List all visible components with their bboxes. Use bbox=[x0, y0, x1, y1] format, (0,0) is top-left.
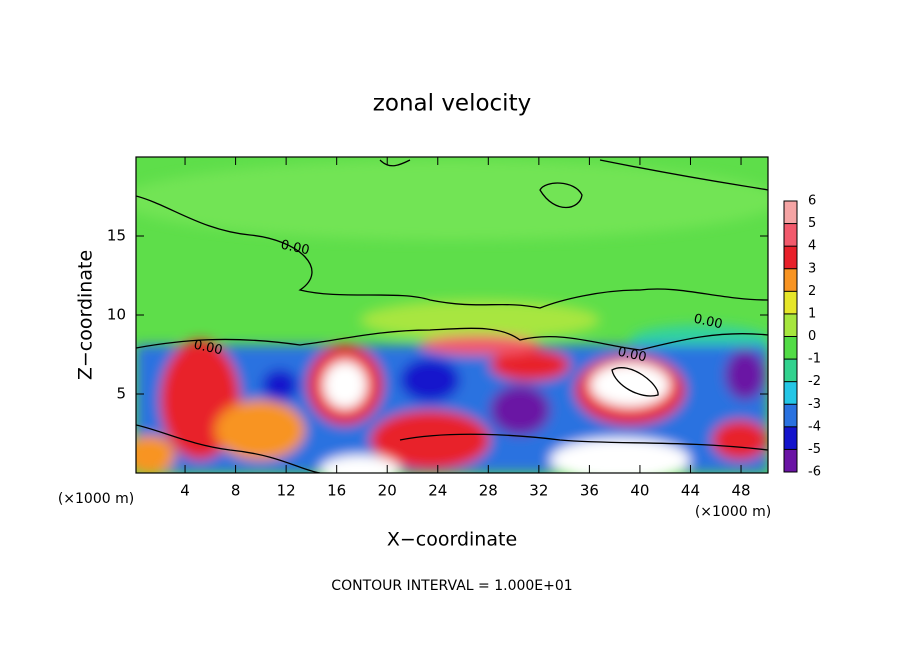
x-tick-label: 40 bbox=[630, 482, 649, 500]
x-tick-label: 24 bbox=[428, 482, 447, 500]
contour-label: 0.00 bbox=[692, 312, 723, 333]
x-tick-label: 44 bbox=[681, 482, 700, 500]
x-tick-label: 12 bbox=[277, 482, 296, 500]
chart-title: zonal velocity bbox=[373, 91, 531, 117]
colorbar-label: -6 bbox=[808, 465, 821, 480]
colorbar-swatch bbox=[784, 223, 797, 247]
x-tick-label: 28 bbox=[479, 482, 498, 500]
y-tick-label: 5 bbox=[116, 385, 126, 403]
colorbar-label: 2 bbox=[808, 284, 816, 299]
x-tick-label: 8 bbox=[231, 482, 241, 500]
colorbar-label: -4 bbox=[808, 419, 821, 434]
colorbar-label: -2 bbox=[808, 374, 821, 389]
x-axis-label: X−coordinate bbox=[387, 529, 517, 551]
colorbar-swatch bbox=[784, 313, 797, 337]
colorbar-label: 4 bbox=[808, 239, 816, 254]
x-tick-label: 48 bbox=[731, 482, 750, 500]
colorbar-swatch bbox=[784, 426, 797, 450]
footnote: CONTOUR INTERVAL = 1.000E+01 bbox=[331, 578, 572, 594]
colorbar-swatch bbox=[784, 246, 797, 269]
x-tick-label: 16 bbox=[327, 482, 346, 500]
colorbar-swatch bbox=[784, 359, 797, 382]
x-tick-label: 36 bbox=[580, 482, 599, 500]
colorbar-label: 5 bbox=[808, 216, 816, 231]
colorbar-label: 1 bbox=[808, 306, 816, 321]
x-tick-label: 20 bbox=[378, 482, 397, 500]
x-tick-label: 32 bbox=[529, 482, 548, 500]
colorbar-label: -1 bbox=[808, 352, 821, 367]
x-tick-label: 4 bbox=[180, 482, 190, 500]
colorbar-swatch bbox=[784, 449, 797, 472]
y-axis-label: Z−coordinate bbox=[75, 250, 97, 380]
x-unit: (×1000 m) bbox=[695, 504, 771, 520]
colorbar-swatch bbox=[784, 291, 797, 314]
colorbar-swatch bbox=[784, 336, 797, 360]
y-tick-label: 10 bbox=[107, 306, 126, 324]
colorbar-swatch bbox=[784, 201, 797, 224]
colorbar-label: -3 bbox=[808, 397, 821, 412]
contour-label: 0.00 bbox=[192, 338, 223, 359]
colorbar-label: -5 bbox=[808, 442, 821, 457]
y-tick-label: 15 bbox=[107, 227, 126, 245]
colorbar-label: 3 bbox=[808, 261, 816, 276]
contour-label: 0.00 bbox=[279, 238, 310, 259]
field bbox=[136, 157, 768, 473]
x-unit: (×1000 m) bbox=[58, 491, 134, 507]
colorbar-label: 0 bbox=[808, 329, 816, 344]
colorbar-swatch bbox=[784, 404, 797, 427]
colorbar-swatch bbox=[784, 381, 797, 405]
colorbar-swatch bbox=[784, 268, 797, 292]
colorbar-label: 6 bbox=[808, 194, 816, 209]
contour-label: 0.00 bbox=[616, 345, 647, 366]
